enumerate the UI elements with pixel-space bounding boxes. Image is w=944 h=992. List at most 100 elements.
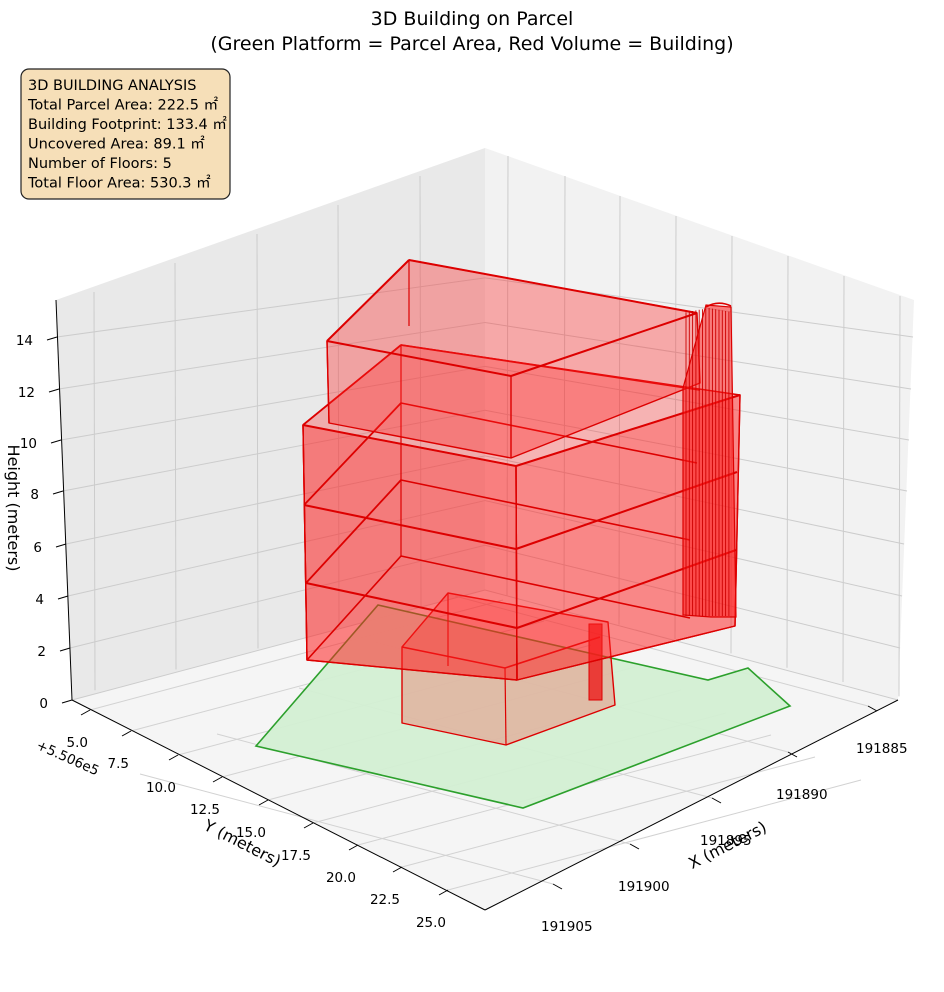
grid-line: [484, 589, 899, 701]
top-floor-edge: [326, 259, 410, 342]
x-axis-label: X (meters): [685, 817, 769, 873]
grid-line: [898, 295, 901, 697]
z-tick-label: 8: [30, 487, 39, 503]
z-tick-mark: [57, 595, 69, 600]
floor-slab-edge: [306, 555, 402, 661]
x-tick-label: 191890: [776, 787, 828, 803]
grid-line: [447, 779, 862, 891]
z-tick-label: 2: [37, 644, 46, 660]
grid-line: [256, 233, 259, 649]
chart-subtitle: (Green Platform = Parcel Area, Red Volum…: [210, 33, 733, 55]
z-tick-label: 6: [33, 540, 42, 556]
chart-title: 3D Building on Parcel: [371, 8, 574, 30]
top-floor-edge: [408, 259, 698, 314]
y-tick-mark: [168, 754, 179, 761]
y-tick-label: 25.0: [416, 915, 446, 931]
z-axis-line: [55, 299, 73, 701]
info-box-line: Number of Floors: 5: [28, 156, 172, 172]
grid-line: [71, 589, 486, 701]
y-axis-line: [71, 699, 486, 911]
grid-line: [67, 500, 486, 597]
floor-slab-edge: [305, 582, 518, 629]
floor-slab-edge: [303, 402, 402, 506]
grid-line: [454, 595, 869, 707]
grid-line: [58, 322, 486, 390]
curved-wall-top: [705, 302, 732, 308]
grid-line: [786, 255, 789, 668]
y-tick-label: 15.0: [236, 825, 266, 841]
z-tick-mark: [52, 490, 64, 495]
info-box-background: [20, 68, 231, 200]
z-tick-label: 0: [39, 696, 48, 712]
grid-line: [93, 291, 96, 691]
grid-line: [60, 365, 486, 441]
top-floor-edge: [326, 340, 512, 377]
x-tick-label: 191895: [700, 833, 752, 849]
y-tick-label: 7.5: [108, 756, 129, 772]
building-volume: [302, 259, 741, 746]
z-tick-label: 10: [20, 436, 37, 452]
grid-line: [419, 175, 422, 607]
x-tick-label: 191900: [618, 879, 670, 895]
grid-line: [842, 275, 845, 683]
info-box-line: 3D BUILDING ANALYSIS: [28, 78, 196, 94]
z-tick-mark: [59, 647, 71, 652]
vertical-edge: [515, 465, 518, 681]
x-tick-mark: [552, 883, 563, 890]
floor-slab-edge: [302, 344, 402, 426]
annex-edge: [504, 667, 507, 746]
vertical-edge: [302, 424, 308, 661]
curved-wall: [682, 302, 737, 618]
floor-slab-back-edge: [400, 479, 691, 541]
z-tick-mark: [50, 439, 62, 444]
y-tick-label: 5.0: [67, 735, 88, 751]
x-tick-mark: [867, 705, 878, 712]
x-axis-line: [484, 699, 899, 911]
y-tick-mark: [303, 822, 314, 829]
y-tick-label: 10.0: [146, 780, 176, 796]
floor-slab-edge: [400, 344, 701, 391]
y-tick-mark: [80, 709, 91, 716]
grid-line: [174, 262, 177, 670]
grid-line: [56, 277, 486, 338]
y-tick-mark: [392, 866, 403, 873]
x-tick-mark: [787, 751, 798, 758]
floor-slab-edge: [305, 479, 402, 584]
back-left-pane: [56, 148, 485, 700]
y-tick-mark: [348, 844, 359, 851]
y-tick-label: 17.5: [281, 848, 311, 864]
y-tick-label: 12.5: [190, 802, 220, 818]
info-box-line: Total Floor Area: 530.3 ㎡: [27, 175, 211, 192]
y-tick-mark: [438, 889, 449, 896]
y-tick-label: 22.5: [370, 892, 400, 908]
z-axis-label: Height (meters): [4, 445, 23, 572]
grid-line: [139, 773, 554, 885]
floor-slab-back-edge: [400, 402, 698, 464]
z-tick-mark: [48, 388, 60, 393]
info-box-line: Building Footprint: 133.4 ㎡: [28, 116, 227, 133]
z-tick-mark: [61, 699, 73, 704]
y-tick-mark: [258, 799, 269, 806]
floor-slab-edge: [302, 424, 517, 467]
annex-edge: [504, 636, 601, 669]
top-floor-edge: [510, 312, 698, 377]
z-tick-label: 12: [18, 385, 35, 401]
y-tick-mark: [212, 776, 223, 783]
x-tick-mark: [711, 797, 722, 804]
grid-line: [401, 756, 816, 868]
grid-line: [337, 204, 340, 628]
z-tick-mark: [55, 543, 67, 548]
axes: 0 2 4 6 8 10 12 14 5.0 7.5 10.0 12.5 15.0 17.5 20.0 22.…: [16, 299, 908, 935]
info-box: 3D BUILDING ANALYSIS Total Parcel Area: …: [20, 68, 231, 200]
grid-line: [65, 455, 486, 545]
annex-edge: [401, 646, 506, 669]
grid-line: [674, 215, 677, 639]
top-floor-edge: [326, 340, 330, 424]
grid-line: [563, 175, 566, 611]
floor-slab-edge: [303, 504, 517, 550]
grid-line: [69, 544, 486, 649]
y-tick-mark: [121, 730, 132, 737]
y-tick-label: 20.0: [326, 870, 356, 886]
x-tick-label: 191885: [856, 741, 908, 757]
